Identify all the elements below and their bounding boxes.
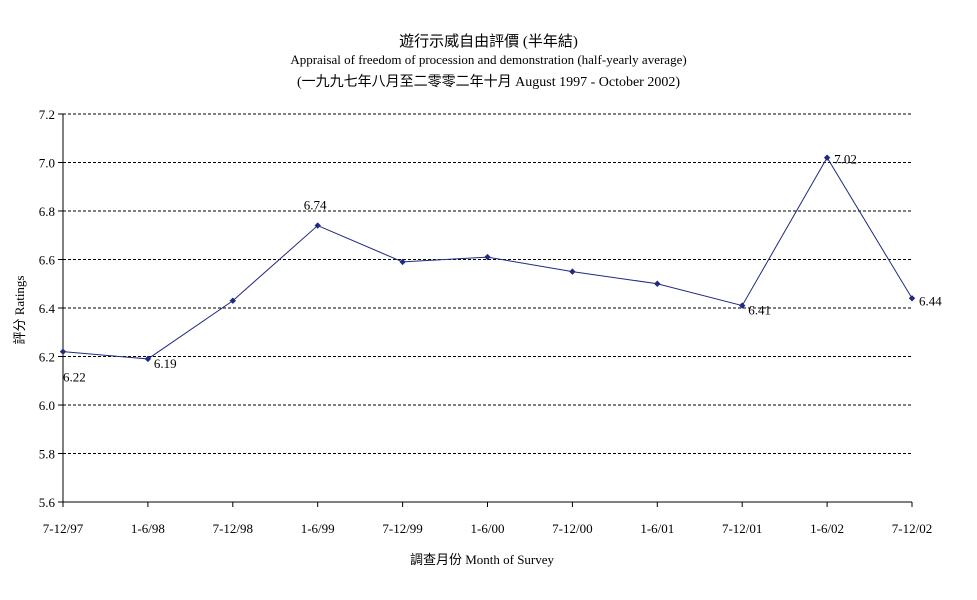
- data-point: [739, 302, 746, 309]
- data-label: 6.22: [63, 370, 86, 385]
- y-tick-label: 5.6: [39, 495, 56, 510]
- grid-lines: [63, 113, 912, 454]
- y-tick-label: 6.4: [39, 301, 56, 316]
- chart-date-range: (一九九七年八月至二零零二年十月 August 1997 - October 2…: [296, 75, 681, 90]
- data-point: [484, 253, 491, 261]
- data-point: [314, 222, 321, 229]
- x-tick-label: 7-12/00: [552, 521, 592, 536]
- data-label: 6.41: [748, 303, 771, 318]
- data-point: [823, 154, 831, 161]
- data-point: [229, 297, 236, 304]
- data-series: [59, 154, 916, 363]
- y-tick-label: 7.0: [39, 156, 55, 171]
- data-label: 7.02: [834, 152, 857, 167]
- y-tick-label: 6.0: [39, 398, 55, 413]
- data-point: [908, 295, 916, 302]
- axes: [58, 113, 913, 507]
- x-tick-label: 7-12/02: [892, 521, 932, 536]
- data-point: [569, 268, 576, 275]
- y-tick-label: 6.6: [39, 253, 56, 268]
- x-tick-label: 7-12/98: [213, 521, 253, 536]
- x-axis-label: 調查月份 Month of Survey: [410, 552, 555, 567]
- y-tick-label: 5.8: [39, 447, 55, 462]
- x-tick-label: 1-6/99: [301, 521, 335, 536]
- data-labels: 6.22 6.19 6.74 6.41 7.02 6.44: [63, 152, 942, 385]
- y-tick-label: 6.2: [39, 350, 55, 365]
- data-label: 6.74: [304, 198, 327, 213]
- x-tick-label: 1-6/01: [640, 521, 674, 536]
- data-point: [144, 355, 152, 363]
- y-tick-label: 7.2: [39, 107, 55, 122]
- tick-labels: 5.6 5.8 6.0 6.2 6.4 6.6 6.8 7.0 7.2 7-12/97 1-6/98…: [39, 107, 932, 536]
- data-label: 6.44: [919, 293, 942, 308]
- data-point: [399, 258, 406, 266]
- x-tick-label: 7-12/01: [722, 521, 762, 536]
- data-point: [654, 280, 661, 287]
- x-tick-label: 7-12/97: [43, 521, 84, 536]
- x-tick-label: 1-6/00: [471, 521, 505, 536]
- data-label: 6.19: [154, 356, 177, 371]
- data-point: [59, 348, 67, 355]
- chart-subtitle: Appraisal of freedom of procession and d…: [290, 52, 687, 67]
- y-axis-label: 評分 Ratings: [12, 276, 27, 345]
- chart-title: 遊行示威自由評價 (半年結): [399, 34, 578, 50]
- x-tick-label: 7-12/99: [382, 521, 422, 536]
- x-tick-label: 1-6/98: [131, 521, 165, 536]
- y-tick-label: 6.8: [39, 204, 55, 219]
- x-tick-label: 1-6/02: [810, 521, 844, 536]
